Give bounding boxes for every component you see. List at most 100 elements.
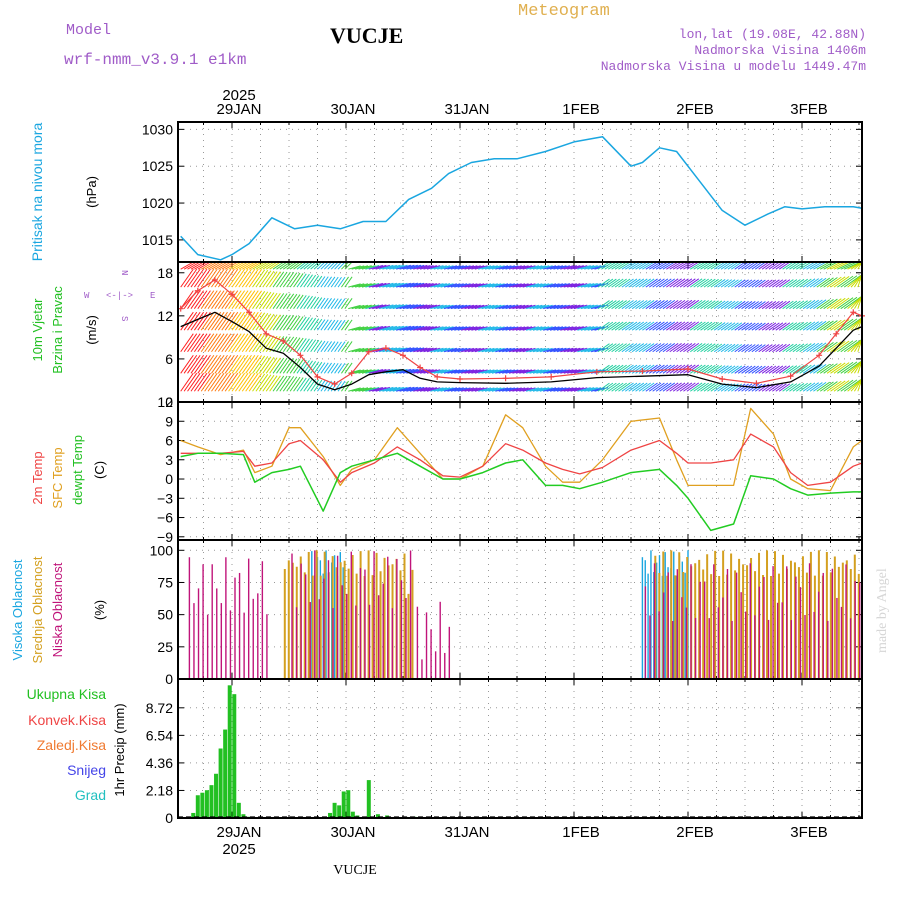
wind-arrow — [669, 299, 682, 310]
wind-arrow — [348, 283, 361, 288]
wind-arrow — [717, 279, 729, 288]
wind-arrow — [365, 304, 380, 310]
wind-arrow — [351, 387, 365, 392]
wind-arrow — [642, 261, 655, 270]
wind-arrow — [655, 382, 669, 392]
wind-arrow — [556, 304, 571, 310]
wind-arrow — [197, 290, 211, 309]
wind-arrow — [481, 283, 495, 288]
wind-arrow — [816, 277, 831, 288]
wind-arrow — [258, 356, 272, 374]
wind-arrow — [423, 369, 438, 374]
wind-arrow — [789, 343, 801, 353]
wind-arrow — [621, 321, 634, 331]
wind-arrow — [618, 343, 631, 353]
wind-arrow — [522, 369, 536, 374]
wind-arrow — [854, 317, 863, 331]
wind-arrow — [553, 265, 567, 270]
wind-arrow — [635, 278, 648, 288]
wind-arrow — [423, 265, 438, 270]
wind-arrow — [652, 364, 665, 374]
wind-arrow — [539, 387, 553, 392]
wind-arrow — [337, 276, 346, 288]
wind-arrow — [238, 354, 252, 374]
wind-arrow — [382, 304, 398, 310]
wind-arrow — [669, 278, 682, 288]
wind-arrow — [265, 375, 278, 392]
wind-arrow — [806, 299, 820, 310]
wind-arrow — [382, 325, 398, 331]
date-label-bottom: 1FEB — [562, 824, 600, 841]
wind-arrow — [696, 278, 709, 288]
wind-arrow — [611, 278, 624, 288]
wind-arrow — [207, 333, 222, 353]
wind-arrow — [635, 382, 648, 392]
cloud-series-2 — [188, 550, 861, 679]
wind-arrow — [525, 265, 540, 270]
wind-arrow — [502, 326, 515, 331]
wind-arrow — [276, 375, 288, 392]
wind-arrow — [522, 265, 536, 270]
wind-arrow — [741, 322, 753, 331]
wind-arrow — [717, 322, 729, 331]
legend-hail: Grad — [75, 787, 106, 803]
wind-arrow — [241, 311, 256, 331]
wind-arrow — [826, 319, 842, 331]
wind-arrow — [727, 261, 739, 270]
wind-arrow — [604, 261, 617, 270]
gust-marker — [263, 330, 270, 337]
wind-arrow — [802, 364, 816, 374]
wind-arrow — [611, 321, 624, 331]
wind-arrow — [409, 264, 425, 270]
wind-arrow — [392, 347, 408, 353]
wind-arrow — [549, 304, 564, 310]
wind-arrow — [768, 383, 780, 392]
wind-arrow — [313, 361, 323, 374]
wind-arrow — [686, 299, 700, 310]
wind-arrow — [758, 322, 770, 331]
wind-arrow — [450, 387, 464, 392]
wind-arrow — [560, 326, 574, 331]
wind-arrow — [306, 317, 317, 331]
wind-arrow — [799, 261, 812, 270]
wind-arrow — [686, 364, 700, 374]
cloud-ylabel-high: Visoka Oblacnost — [10, 559, 25, 660]
wind-arrow — [693, 278, 706, 288]
wind-arrow — [724, 322, 736, 331]
wind-arrow — [505, 369, 519, 374]
wind-arrow — [802, 343, 816, 353]
wind-arrow — [279, 314, 291, 331]
wind-arrow — [433, 326, 447, 331]
wind-arrow — [365, 265, 380, 270]
y-tick-label: 3 — [165, 452, 173, 468]
legend-convective-rain: Konvek.Kisa — [28, 712, 106, 728]
wind-arrow — [217, 372, 232, 392]
wind-arrow — [235, 268, 249, 288]
wind-arrow — [194, 261, 208, 270]
wind-arrow — [375, 386, 391, 392]
precip-bar — [350, 811, 355, 818]
y-tick-label: −9 — [157, 529, 173, 545]
wind-arrow — [454, 265, 468, 270]
wind-arrow — [666, 382, 679, 392]
wind-arrow — [399, 282, 415, 288]
y-tick-label: 6.54 — [146, 727, 173, 743]
wind-arrow — [211, 268, 225, 288]
wind-arrow — [419, 347, 434, 353]
wind-arrow — [515, 387, 529, 392]
wind-arrow — [666, 278, 679, 288]
wind-arrow — [423, 326, 438, 331]
precip-unit: 1hr Precip (mm) — [112, 703, 127, 796]
wind-arrow — [372, 264, 387, 270]
wind-arrow — [669, 382, 682, 392]
wind-arrow — [228, 268, 242, 288]
wind-arrow — [351, 326, 365, 331]
wind-arrow — [327, 261, 336, 270]
wind-arrow — [193, 354, 208, 374]
y-tick-label: 50 — [157, 607, 173, 623]
wind-arrow — [686, 261, 700, 270]
wind-arrow — [217, 354, 232, 374]
wind-arrow — [768, 322, 780, 331]
wind-arrow — [741, 365, 753, 374]
wind-arrow — [207, 311, 222, 331]
